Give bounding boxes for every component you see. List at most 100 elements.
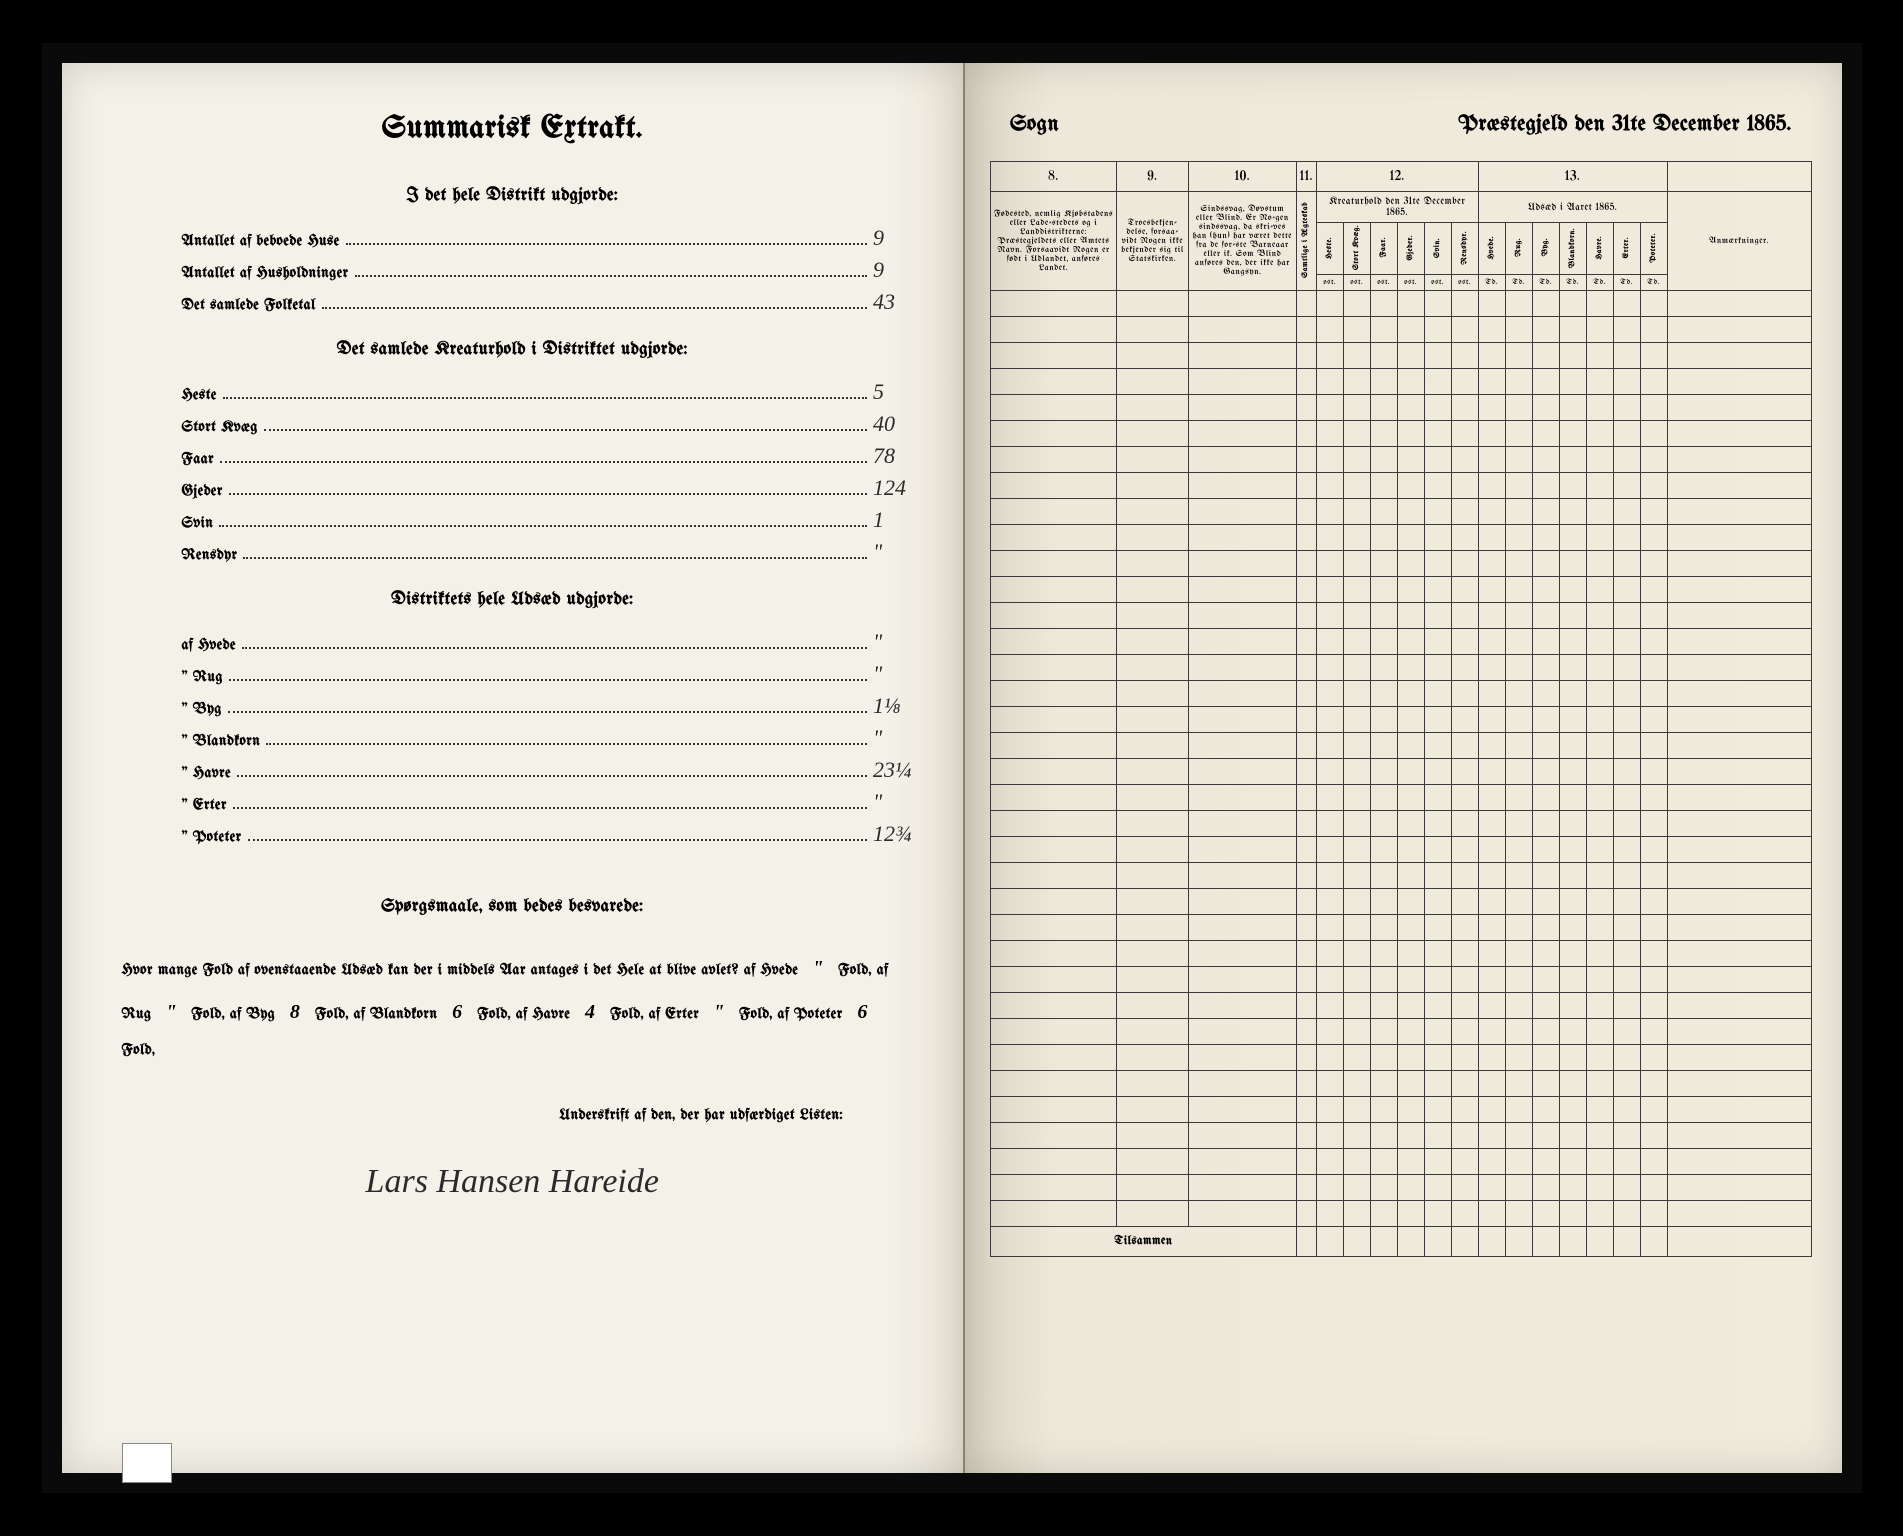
table-cell bbox=[1613, 733, 1640, 759]
table-cell bbox=[1505, 551, 1532, 577]
remarks-header: Anmærkninger. bbox=[1667, 192, 1811, 291]
table-cell bbox=[1505, 603, 1532, 629]
table-cell bbox=[1343, 1149, 1370, 1175]
table-cell bbox=[1296, 499, 1316, 525]
table-row bbox=[991, 291, 1812, 317]
line-item: Stort Kvæg40 bbox=[182, 411, 924, 437]
table-cell bbox=[1370, 707, 1397, 733]
table-cell bbox=[1586, 317, 1613, 343]
table-cell bbox=[1532, 889, 1559, 915]
table-cell bbox=[1451, 733, 1478, 759]
table-cell bbox=[1559, 1175, 1586, 1201]
table-cell bbox=[1424, 707, 1451, 733]
table-cell bbox=[991, 473, 1117, 499]
table-cell bbox=[1505, 759, 1532, 785]
section1-heading: I det hele Distrikt udgjorde: bbox=[102, 186, 924, 205]
item-value: 1 bbox=[873, 507, 923, 533]
column-number: 9. bbox=[1116, 162, 1188, 192]
table-cell bbox=[1343, 785, 1370, 811]
table-cell bbox=[1296, 317, 1316, 343]
leader-dots bbox=[248, 828, 867, 842]
table-cell bbox=[1559, 889, 1586, 915]
leader-dots bbox=[237, 764, 867, 778]
table-cell bbox=[1613, 863, 1640, 889]
table-cell bbox=[1505, 1071, 1532, 1097]
column-number: 11. bbox=[1296, 162, 1316, 192]
table-cell bbox=[1613, 369, 1640, 395]
line-item: Heste5 bbox=[182, 379, 924, 405]
table-cell bbox=[1532, 551, 1559, 577]
table-cell bbox=[1451, 577, 1478, 603]
table-row bbox=[991, 941, 1812, 967]
table-cell bbox=[1296, 733, 1316, 759]
table-cell bbox=[1559, 369, 1586, 395]
table-cell bbox=[1188, 1045, 1296, 1071]
table-cell bbox=[1586, 499, 1613, 525]
column-number: 13. bbox=[1478, 162, 1667, 192]
table-cell bbox=[1397, 473, 1424, 499]
table-cell bbox=[1667, 707, 1811, 733]
left-page: Summarisk Extrakt. I det hele Distrikt u… bbox=[62, 63, 966, 1473]
table-cell bbox=[1451, 317, 1478, 343]
col8-desc: Fødested, nemlig Kjøbstadens eller Lade-… bbox=[991, 192, 1117, 291]
table-cell bbox=[1451, 1097, 1478, 1123]
table-cell bbox=[1613, 681, 1640, 707]
table-cell bbox=[991, 941, 1117, 967]
leader-dots bbox=[264, 418, 867, 432]
table-cell bbox=[1296, 1175, 1316, 1201]
table-cell bbox=[1559, 785, 1586, 811]
table-cell bbox=[1640, 1149, 1667, 1175]
table-cell bbox=[1478, 967, 1505, 993]
table-cell bbox=[1370, 889, 1397, 915]
fold-value: 6 bbox=[848, 990, 878, 1034]
table-cell bbox=[1116, 811, 1188, 837]
table-cell bbox=[1613, 785, 1640, 811]
table-cell bbox=[1640, 447, 1667, 473]
table-cell bbox=[1397, 447, 1424, 473]
item-label: Rensdyr bbox=[182, 547, 238, 563]
table-cell bbox=[1188, 629, 1296, 655]
table-cell bbox=[1532, 343, 1559, 369]
table-cell bbox=[1296, 967, 1316, 993]
table-cell bbox=[1613, 1149, 1640, 1175]
item-value: 78 bbox=[873, 443, 923, 469]
table-cell bbox=[1559, 525, 1586, 551]
table-cell bbox=[1296, 993, 1316, 1019]
line-item: " Erter" bbox=[182, 789, 924, 815]
table-cell bbox=[1586, 681, 1613, 707]
table-cell bbox=[1424, 473, 1451, 499]
table-cell bbox=[1188, 681, 1296, 707]
table-cell bbox=[991, 785, 1117, 811]
table-cell bbox=[1424, 1019, 1451, 1045]
table-cell bbox=[1397, 291, 1424, 317]
table-cell bbox=[1586, 421, 1613, 447]
table-cell bbox=[1478, 1097, 1505, 1123]
table-row bbox=[991, 759, 1812, 785]
table-cell bbox=[1424, 1123, 1451, 1149]
table-cell bbox=[1188, 447, 1296, 473]
item-label: Det samlede Folketal bbox=[182, 297, 316, 313]
table-cell bbox=[1478, 551, 1505, 577]
table-cell bbox=[1343, 1123, 1370, 1149]
table-cell bbox=[1424, 733, 1451, 759]
table-cell bbox=[1640, 889, 1667, 915]
table-cell bbox=[1424, 967, 1451, 993]
table-cell bbox=[1116, 1149, 1188, 1175]
table-cell bbox=[1532, 941, 1559, 967]
table-cell bbox=[1316, 1071, 1343, 1097]
table-cell bbox=[1424, 317, 1451, 343]
table-cell bbox=[1559, 1071, 1586, 1097]
table-cell bbox=[1640, 759, 1667, 785]
table-cell bbox=[1586, 343, 1613, 369]
item-value: 43 bbox=[873, 289, 923, 315]
table-cell bbox=[1424, 811, 1451, 837]
leader-dots bbox=[322, 296, 867, 310]
table-cell bbox=[1532, 681, 1559, 707]
table-cell bbox=[1343, 1175, 1370, 1201]
table-cell bbox=[1116, 343, 1188, 369]
table-cell bbox=[1116, 889, 1188, 915]
table-cell bbox=[1505, 707, 1532, 733]
table-cell bbox=[1397, 629, 1424, 655]
summary-cell bbox=[1478, 1227, 1505, 1257]
table-cell bbox=[1316, 395, 1343, 421]
